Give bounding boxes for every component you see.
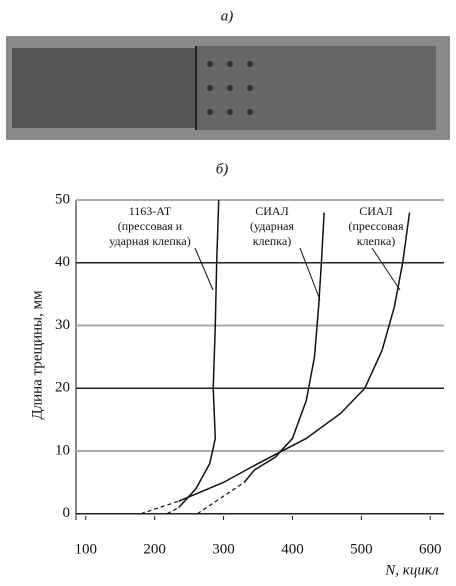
extrapolation-line [141, 501, 179, 514]
extrapolation-line [167, 507, 179, 513]
series-label: (прессовая [348, 219, 404, 233]
series-line [179, 213, 410, 502]
series-label: (прессовая и [118, 219, 183, 233]
panel-label: б) [216, 161, 229, 177]
extrapolation-line [197, 482, 244, 513]
y-tick-label: 30 [55, 317, 70, 333]
series-label: (ударная [250, 219, 294, 233]
series-line [244, 213, 324, 483]
x-tick-label: 400 [281, 541, 304, 557]
series-label: 1163-АТ [129, 204, 172, 218]
leader-line [372, 248, 400, 290]
y-axis-label: Длина трещины, мм [29, 290, 45, 420]
y-tick-label: 0 [63, 505, 71, 521]
figure: а) б) Длина трещины, мм N, кцикл 0 10 20 30… [0, 0, 456, 581]
leader-line [300, 248, 320, 300]
leader-line [195, 248, 213, 290]
x-tick-label: 600 [419, 541, 442, 557]
y-tick-label: 20 [55, 380, 70, 396]
panel-label: а) [221, 8, 234, 24]
y-tick-label: 50 [55, 191, 70, 207]
series-label: клепка) [253, 234, 292, 248]
x-axis-label: N, кцикл [384, 562, 439, 578]
x-tick-label: 300 [212, 541, 235, 557]
series-label: клепка) [357, 234, 396, 248]
series-label: СИАЛ [359, 204, 392, 218]
x-tick-label: 100 [75, 541, 98, 557]
x-tick-label: 500 [350, 541, 373, 557]
x-tick-label: 200 [143, 541, 166, 557]
series-label: ударная клепка) [109, 234, 190, 248]
y-tick-label: 40 [55, 254, 70, 270]
y-tick-label: 10 [55, 442, 70, 458]
specimen-photo [6, 36, 450, 140]
series-label: СИАЛ [255, 204, 288, 218]
